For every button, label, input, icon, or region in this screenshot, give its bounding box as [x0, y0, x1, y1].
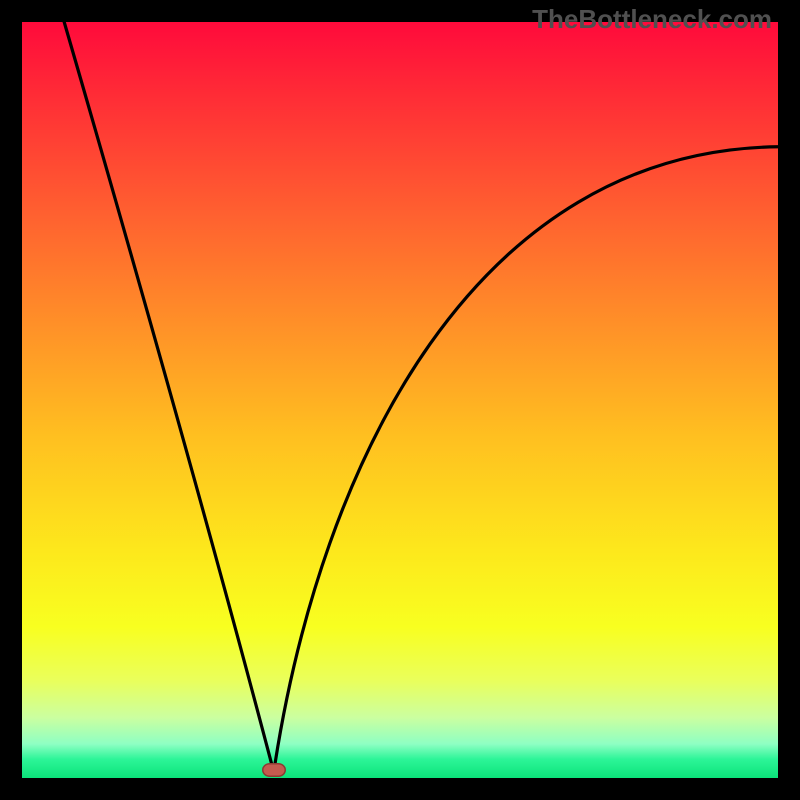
bottleneck-curve-right — [274, 147, 778, 772]
minimum-marker — [262, 763, 286, 777]
watermark-text: TheBottleneck.com — [532, 4, 772, 35]
chart-root: TheBottleneck.com — [0, 0, 800, 800]
minimum-marker-pill — [262, 764, 285, 777]
bottleneck-curve-left — [60, 7, 274, 772]
curve-layer — [0, 0, 800, 800]
